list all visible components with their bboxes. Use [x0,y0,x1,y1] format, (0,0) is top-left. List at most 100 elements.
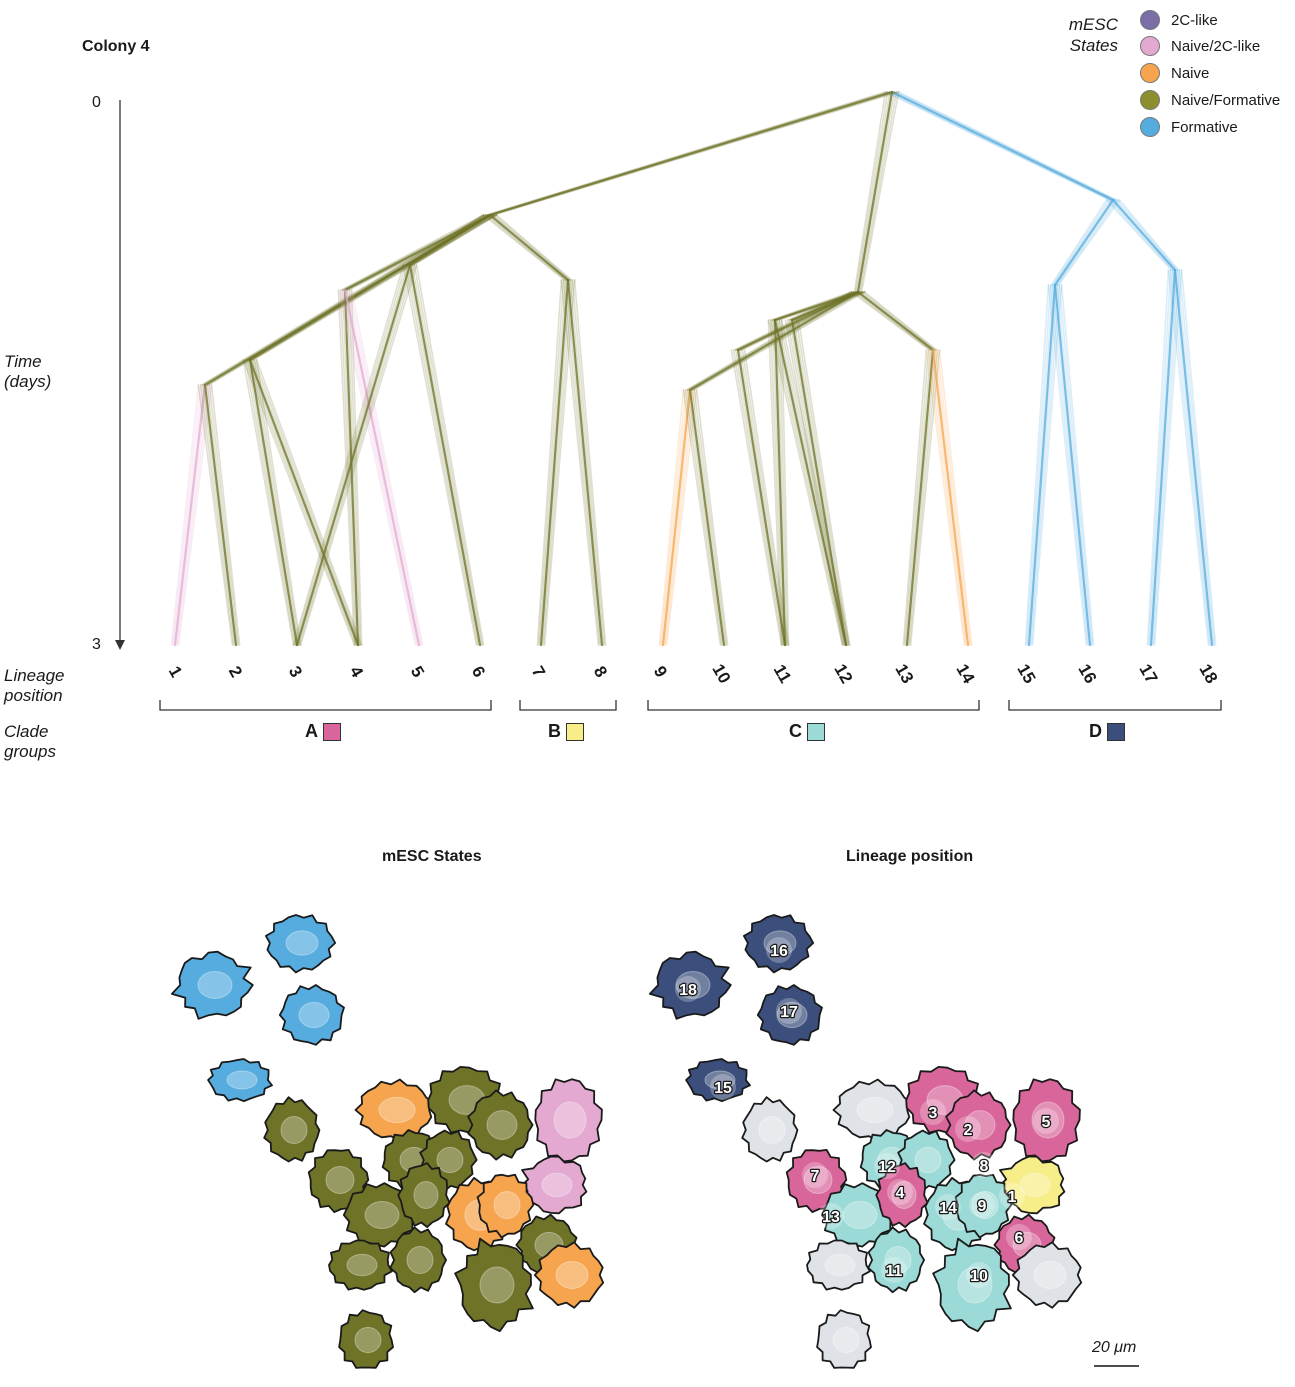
tree-branch [660,389,689,646]
legend-item-naive: Naive [1140,62,1209,84]
tree-branch [484,214,567,281]
tree-branch [787,291,853,321]
tree-branch [199,384,235,646]
tree-branch [850,291,931,351]
tree-branch [1151,269,1178,646]
tree-branch [691,291,864,391]
cell-nucleus [436,1146,464,1174]
cell-nucleus [964,1110,996,1140]
tree-branch [769,319,784,646]
tree-branch [294,264,409,646]
time-tick-end: 3 [92,636,101,653]
tree-branch [1051,199,1110,286]
tree-branch [741,349,789,646]
lineage-tree [115,90,1222,711]
tree-branch [1107,199,1174,271]
clade-row-label-line1: Clade [4,722,49,741]
tree-branch [890,90,1115,202]
lineage-cell [741,1096,799,1163]
tree-branch [202,384,236,646]
tree-branch [770,291,853,321]
tree-branch [569,279,605,646]
states-cell-map [170,914,605,1369]
tree-branch [1031,284,1063,646]
legend-title: mESC States [1040,14,1118,56]
tree-branch [903,349,930,646]
tree-branch [858,91,896,293]
cell-nucleus [413,1181,439,1209]
tree-branch [739,291,864,351]
tree-branch [564,279,602,646]
tree-branch [571,279,606,646]
legend-item-naive-2c-like: Naive/2C-like [1140,35,1260,57]
clade-bracket-b [519,700,617,711]
tree-branch [244,359,357,646]
tree-branch [771,319,846,646]
tree-branch [773,318,787,647]
tree-branch [859,91,898,293]
cell-nucleus [541,1172,573,1198]
tree-branch [1149,268,1177,647]
tree-branch [348,289,423,646]
tree-branch [1147,269,1172,646]
state-cell [533,1241,605,1309]
clade-c-label: C [789,721,802,741]
tree-branch [773,318,848,647]
clade-bracket-c [647,700,980,711]
cell-badge [710,1074,736,1100]
tree-branch [346,289,361,646]
tree-branch [780,319,790,646]
lineage-cell [743,914,815,974]
cell-badge [766,937,792,963]
tree-branch [413,264,484,646]
tree-branch [1176,269,1214,646]
cell-nucleus [226,1070,258,1090]
lineage-cell [993,1213,1056,1277]
cell-badge [971,1152,997,1178]
clade-a-label: A [305,721,318,741]
tree-branch [1146,269,1170,646]
tree-branch [542,279,574,646]
tree-branch [175,384,208,646]
tree-branch [730,349,783,646]
tree-branch [795,319,850,646]
tree-branch [210,384,241,646]
tree-branch [909,349,941,646]
cell-number-label: 17 [780,1004,798,1021]
cell-nucleus [824,1253,856,1277]
state-cell [515,1213,578,1277]
tree-branch [740,291,866,351]
lineage-cell [905,1066,982,1134]
state-cell [427,1066,505,1134]
clade-b: B [548,721,584,742]
time-axis-arrowhead [115,640,125,650]
tree-branch [343,288,360,647]
lineage-cell [859,1129,920,1189]
tree-branch [778,319,789,646]
tree-branches [170,90,1217,647]
lineage-cell [685,1058,751,1103]
tree-branch [1149,269,1174,646]
cell-nucleus [464,1199,496,1231]
legend-item-2c-like: 2C-like [1140,9,1218,31]
state-cell [264,914,337,974]
cell-number-label: 5 [1042,1114,1051,1131]
cell-number-label: 7 [811,1168,820,1185]
tree-branch [406,214,487,266]
tree-branch [482,214,566,281]
clade-d: D [1089,721,1125,742]
cell-number-label: 4 [896,1185,905,1202]
tree-branch [538,279,567,646]
tree-branch [242,359,356,646]
tree-branch [1058,284,1094,646]
tree-branch [346,289,422,646]
cell-number-label: 6 [1015,1230,1024,1247]
legend-swatch-naive-2c-like [1140,36,1160,56]
cell-badge [874,1153,900,1179]
state-cell [467,1089,534,1161]
lineage-cell [867,1226,925,1294]
time-axis-label: Time (days) [4,352,51,392]
tree-branch [788,319,846,646]
tree-branch [566,278,604,647]
state-cell [381,1129,442,1189]
